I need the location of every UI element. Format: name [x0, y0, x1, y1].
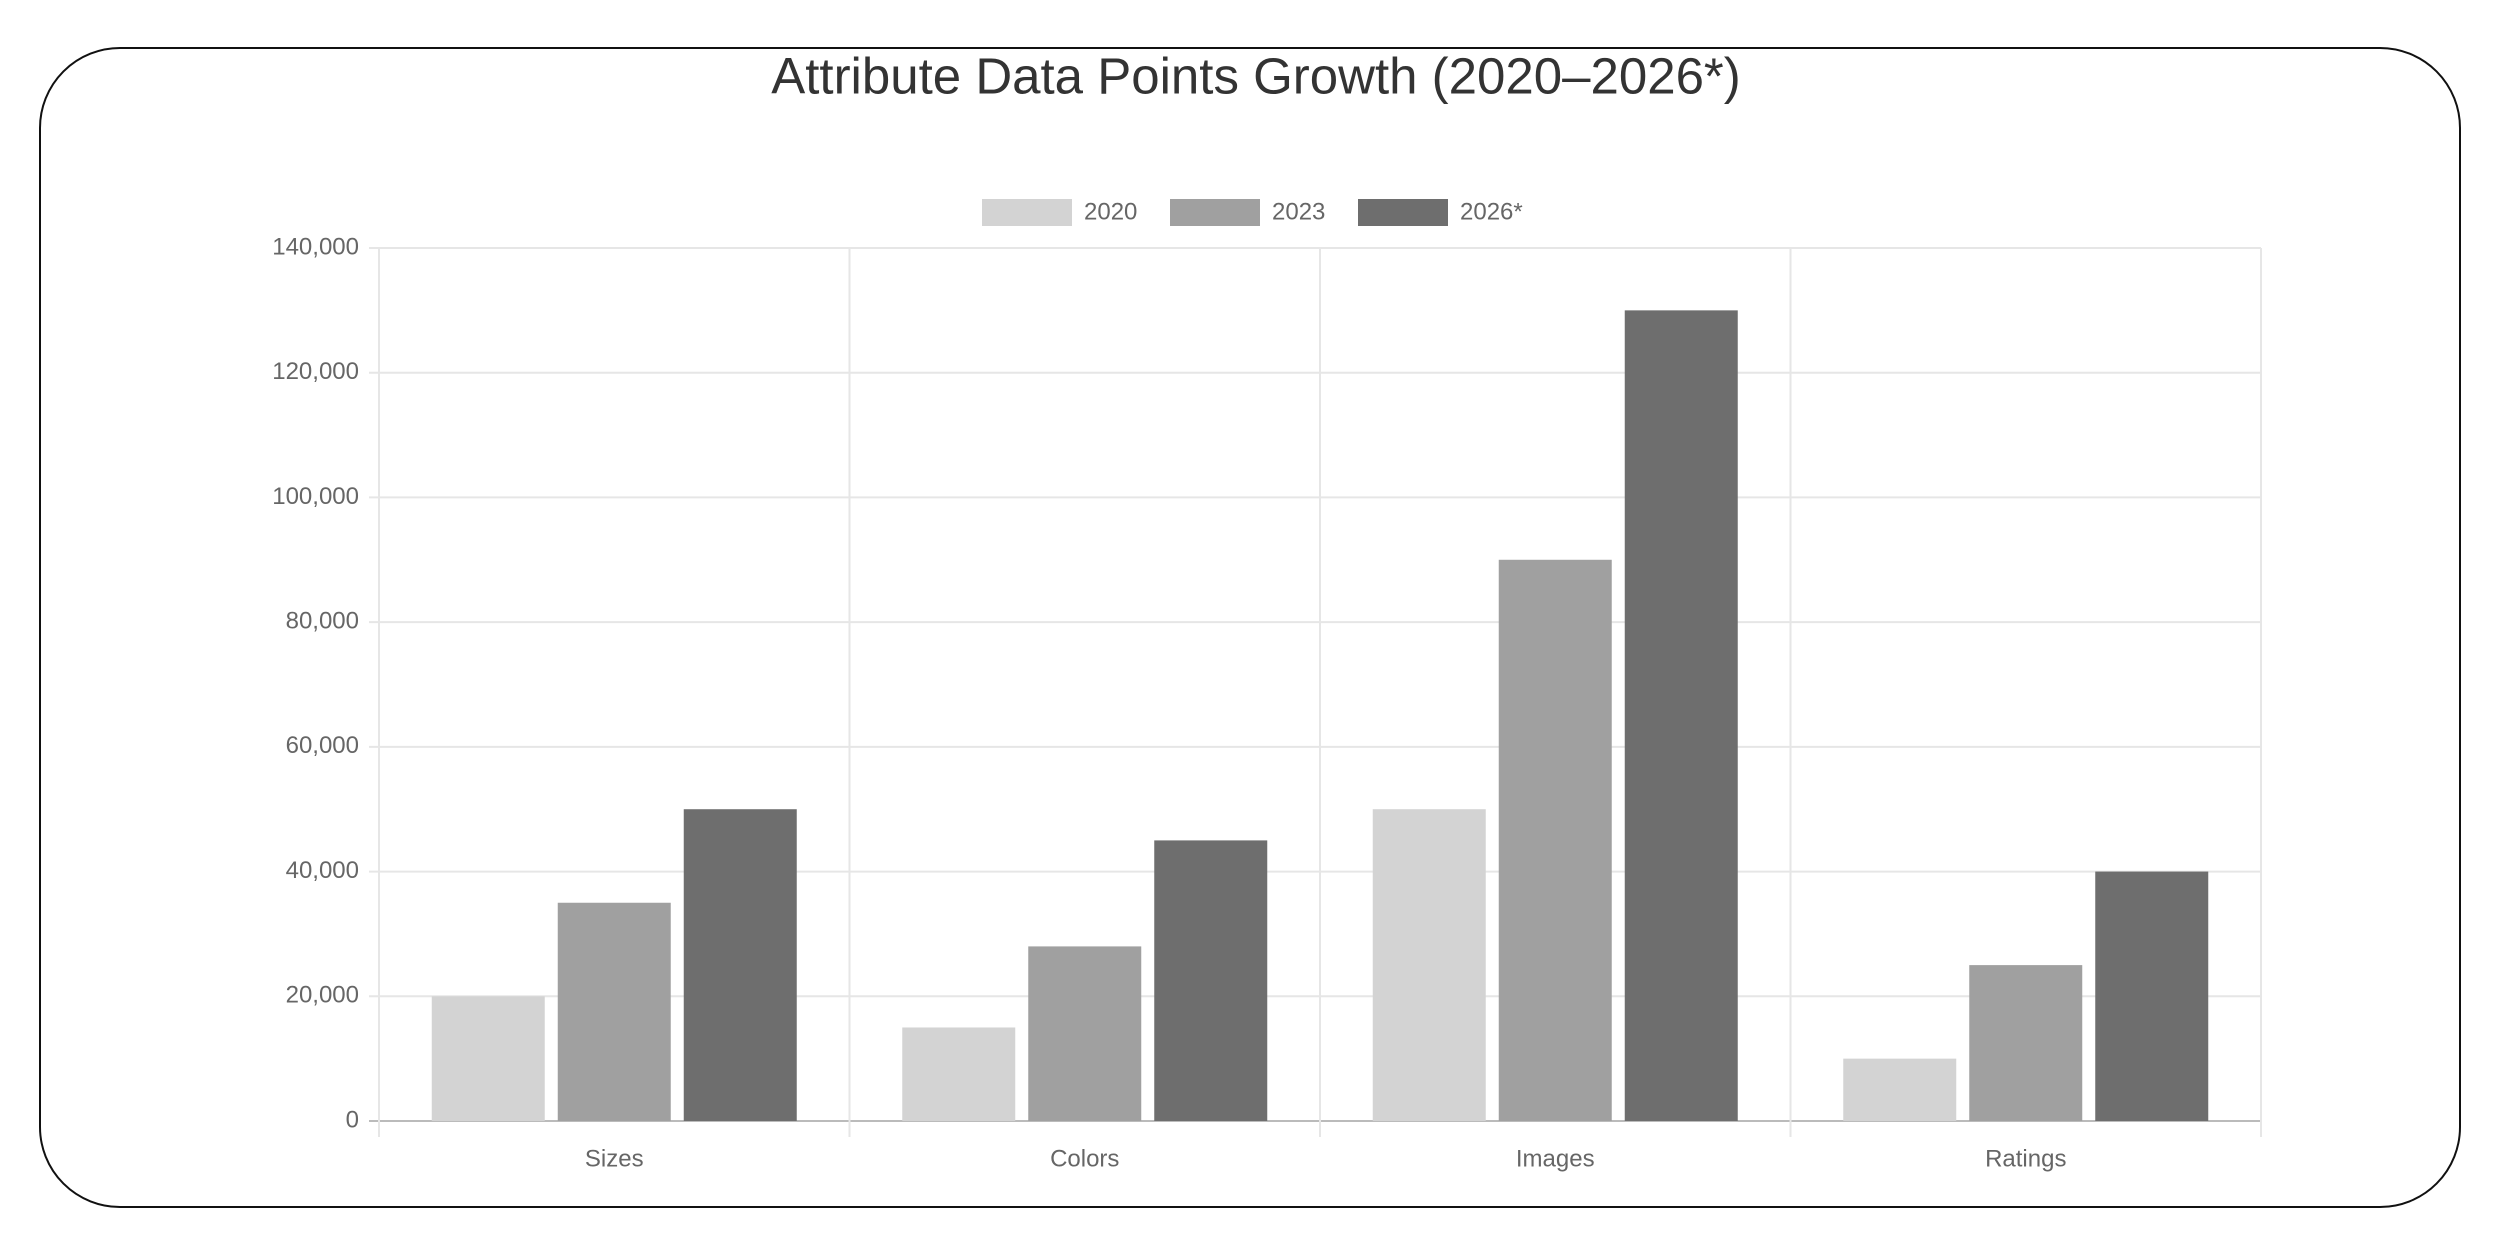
- legend-swatch: [982, 199, 1072, 226]
- bar: [1028, 946, 1142, 1121]
- y-tick-label: 80,000: [286, 607, 359, 634]
- bar: [1624, 310, 1738, 1121]
- bar: [683, 809, 797, 1121]
- bar: [2095, 871, 2209, 1121]
- bar: [1372, 809, 1486, 1121]
- bar: [557, 902, 671, 1121]
- legend-label: 2020: [1084, 198, 1137, 225]
- y-tick-label: 20,000: [286, 982, 359, 1009]
- chart-title: Attribute Data Points Growth (2020–2026*…: [771, 47, 1741, 104]
- y-tick-label: 40,000: [286, 857, 359, 884]
- y-tick-label: 140,000: [272, 233, 359, 260]
- y-tick-label: 0: [346, 1106, 359, 1133]
- y-tick-label: 60,000: [286, 732, 359, 759]
- legend-label: 2026*: [1460, 198, 1523, 225]
- legend-swatch: [1170, 199, 1260, 226]
- x-tick-label: Colors: [1050, 1145, 1119, 1172]
- legend-swatch: [1358, 199, 1448, 226]
- y-tick-label: 100,000: [272, 483, 359, 510]
- legend-label: 2023: [1272, 198, 1325, 225]
- bar: [1843, 1058, 1957, 1121]
- y-tick-label: 120,000: [272, 358, 359, 385]
- bar: [1498, 559, 1612, 1121]
- x-tick-label: Sizes: [585, 1145, 644, 1172]
- bar: [1969, 965, 2083, 1121]
- x-tick-label: Images: [1516, 1145, 1595, 1172]
- x-tick-label: Ratings: [1985, 1145, 2066, 1172]
- bar: [1154, 840, 1268, 1121]
- bar: [431, 996, 545, 1121]
- bar: [902, 1027, 1016, 1121]
